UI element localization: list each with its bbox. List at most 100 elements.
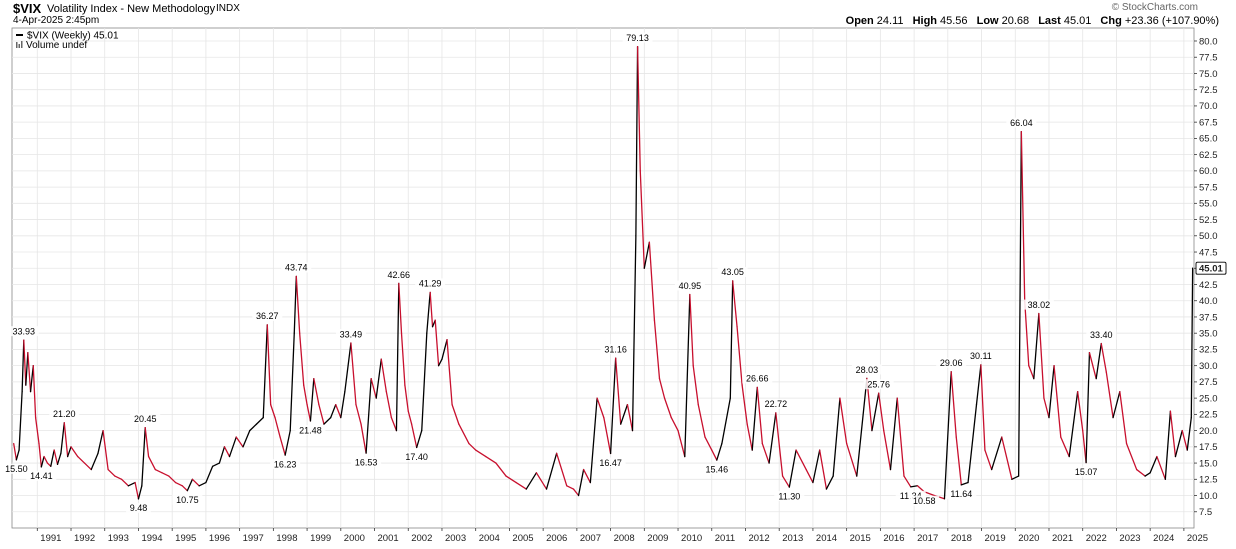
series-segment — [134, 481, 140, 500]
x-tick-label: 1997 — [243, 533, 264, 544]
series-segment — [960, 481, 969, 486]
x-tick-label: 1999 — [310, 533, 331, 544]
series-segment — [141, 427, 146, 487]
peak-annotation: 33.49 — [335, 329, 366, 339]
y-tick-label: 50.0 — [1199, 231, 1218, 242]
series-segment — [446, 339, 453, 406]
chg-label: Chg — [1100, 15, 1122, 27]
series-segment — [53, 449, 59, 466]
annotation-label: 41.29 — [419, 279, 442, 289]
series-segment — [582, 468, 591, 484]
y-tick-label: 60.0 — [1199, 166, 1218, 177]
low-value: 20.68 — [1001, 15, 1030, 27]
series-segment — [102, 429, 109, 471]
series-segment — [295, 275, 301, 334]
series-segment — [147, 455, 156, 471]
annotation-bg — [936, 357, 967, 368]
series-segment — [684, 293, 691, 458]
series-segment — [107, 468, 116, 477]
peak-annotation: 20.45 — [130, 413, 161, 424]
series-segment — [475, 449, 487, 458]
x-tick-label: 1994 — [141, 533, 162, 544]
series-segment — [1043, 397, 1050, 419]
x-tick-label: 2014 — [816, 533, 837, 544]
series-segment — [318, 403, 325, 425]
series-segment — [639, 170, 645, 269]
series-segment — [525, 472, 538, 490]
x-axis: 1991 1992 1993 1994 1995 1996 1997 1998 1999 2000… — [36, 528, 1208, 544]
exchange: INDX — [216, 3, 240, 14]
series-segment — [441, 339, 448, 360]
x-tick-label: 1991 — [40, 533, 61, 544]
series-segment — [404, 384, 409, 412]
peak-annotation: 16.53 — [351, 457, 382, 468]
annotation-bg — [1, 463, 32, 474]
annotation-bg — [351, 457, 382, 468]
annotation-bg — [774, 491, 805, 502]
annotation-label: 38.02 — [1028, 300, 1051, 310]
x-tick-label: 2008 — [614, 533, 635, 544]
y-tick-label: 10.0 — [1199, 491, 1218, 502]
y-tick-label: 40.0 — [1199, 296, 1218, 307]
peak-annotation: 9.48 — [126, 502, 151, 513]
peak-annotation: 43.05 — [717, 266, 748, 277]
annotation-label: 21.48 — [299, 425, 322, 435]
series-segment — [991, 436, 1003, 471]
annotation-label: 9.48 — [130, 503, 148, 513]
series-segment — [1181, 429, 1188, 451]
series-segment — [775, 412, 784, 477]
chg-value: +23.36 (+107.90%) — [1124, 15, 1219, 27]
series-segment — [174, 481, 183, 487]
series-segment — [380, 358, 387, 393]
series-segment — [32, 365, 37, 419]
series-segment — [1119, 390, 1128, 445]
x-tick-label: 2011 — [715, 533, 735, 544]
x-tick-label: 1993 — [108, 533, 129, 544]
series-segment — [620, 403, 629, 425]
low-label: Low — [976, 15, 999, 27]
last-value-box — [1195, 261, 1227, 275]
x-tick-label: 2016 — [883, 533, 904, 544]
annotation-label: 20.45 — [134, 414, 157, 424]
series-segment — [395, 282, 400, 432]
series-segment — [648, 241, 656, 321]
series-segment — [746, 423, 753, 451]
series-segment — [721, 397, 731, 445]
series-segment — [34, 416, 40, 445]
annotation-bg — [965, 350, 996, 361]
series-segment — [90, 452, 99, 471]
annotation-label: 22.72 — [765, 399, 788, 409]
annotation-label: 10.58 — [913, 496, 936, 506]
series-segment — [114, 475, 123, 480]
series-segment — [299, 332, 305, 386]
x-tick-label: 2007 — [580, 533, 601, 544]
series-segment — [741, 384, 748, 425]
annotation-label: 14.41 — [30, 471, 53, 481]
y-tick-label: 42.5 — [1199, 280, 1218, 291]
series-segment — [168, 475, 177, 484]
series-segment — [97, 429, 104, 454]
series-segment — [360, 423, 367, 454]
y-tick-label: 72.5 — [1199, 85, 1218, 96]
series-segment — [198, 481, 207, 487]
annotation-label: 30.11 — [970, 351, 992, 361]
legend-volume-label: Volume undef — [26, 40, 87, 51]
series-segment — [677, 429, 686, 458]
series-segment — [615, 357, 622, 425]
series-segment — [555, 452, 568, 487]
y-tick-label: 15.0 — [1199, 458, 1218, 469]
watermark: © StockCharts.com — [1111, 2, 1198, 13]
series-segment — [1048, 365, 1055, 419]
chart-header: $VIX Volatility Index - New Methodology … — [0, 0, 1236, 28]
series-segment — [120, 478, 130, 487]
annotation-bg — [1006, 117, 1037, 128]
x-tick-label: 1995 — [175, 533, 196, 544]
x-tick-label: 2017 — [917, 533, 938, 544]
series-segment — [385, 390, 393, 419]
series-segment — [768, 412, 777, 464]
series-segment — [643, 241, 651, 269]
series-segment — [365, 377, 372, 454]
series-segment — [1068, 390, 1079, 458]
series-segment — [191, 478, 200, 487]
